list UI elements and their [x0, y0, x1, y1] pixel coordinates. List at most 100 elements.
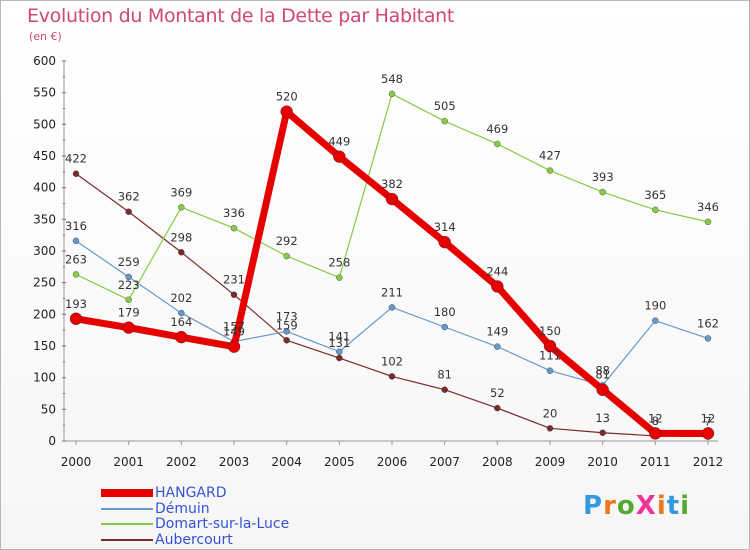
y-tick-label: 350	[33, 212, 56, 226]
data-label: 157	[223, 320, 245, 334]
y-tick-label: 600	[33, 54, 56, 68]
data-label: 369	[170, 185, 192, 199]
data-label: 179	[118, 306, 140, 320]
data-label: 316	[65, 219, 87, 233]
data-point	[178, 204, 185, 211]
data-label: 180	[434, 305, 456, 319]
logo-letter: o	[616, 491, 636, 521]
data-label: 202	[170, 291, 192, 305]
data-point	[543, 339, 557, 353]
data-label: 263	[65, 252, 87, 266]
data-label: 298	[170, 230, 192, 244]
legend-label: Aubercourt	[155, 531, 233, 548]
data-label: 88	[595, 363, 610, 377]
data-label: 449	[328, 135, 350, 149]
legend-label: HANGARD	[155, 485, 227, 501]
data-point	[494, 343, 501, 350]
data-point	[494, 140, 501, 148]
legend-swatch	[101, 538, 153, 541]
logo-letter: P	[583, 491, 604, 521]
data-point	[69, 312, 83, 325]
data-label: 8	[652, 414, 659, 428]
data-label: 259	[118, 255, 140, 269]
y-tick-label: 0	[48, 434, 56, 448]
data-label: 427	[539, 149, 561, 163]
x-tick-label: 2000	[61, 455, 92, 469]
data-label: 159	[276, 318, 298, 332]
y-tick-label: 50	[41, 402, 56, 416]
y-tick-label: 150	[33, 339, 56, 353]
data-label: 520	[276, 90, 298, 104]
logo-letter: i	[656, 491, 667, 521]
data-point	[704, 335, 712, 342]
data-label: 469	[486, 122, 508, 136]
data-point	[649, 427, 662, 440]
data-point	[652, 206, 659, 214]
y-tick-label: 500	[33, 117, 56, 131]
data-point	[546, 167, 554, 174]
legend-label: Domart-sur-la-Luce	[155, 516, 290, 532]
chart-title: Evolution du Montant de la Dette par Hab…	[27, 5, 455, 27]
y-tick-label: 450	[33, 149, 56, 163]
data-point	[227, 340, 241, 353]
data-label: 111	[539, 349, 561, 363]
data-label: 20	[543, 406, 558, 420]
data-point	[438, 235, 451, 249]
data-label: 223	[118, 278, 140, 292]
data-point	[178, 309, 185, 317]
data-point	[494, 404, 501, 412]
data-label: 12	[648, 411, 663, 425]
data-label: 292	[276, 234, 298, 248]
data-label: 149	[223, 325, 245, 339]
data-point	[599, 429, 606, 436]
data-point	[333, 150, 346, 163]
data-point	[283, 337, 290, 344]
x-tick-label: 2010	[587, 455, 618, 469]
x-tick-label: 2008	[482, 455, 513, 469]
x-tick-label: 2006	[377, 455, 408, 469]
legend-swatch	[101, 523, 153, 525]
data-point	[388, 304, 396, 311]
proxiti-logo: ProXiti	[583, 491, 690, 521]
data-point	[441, 117, 448, 125]
data-point	[336, 354, 343, 362]
x-tick-label: 2004	[271, 455, 302, 469]
data-point	[125, 273, 132, 281]
data-point	[701, 427, 715, 440]
data-point	[280, 105, 293, 118]
data-point	[388, 373, 396, 380]
y-tick-label: 300	[33, 244, 56, 258]
data-label: 548	[381, 72, 403, 86]
data-label: 336	[223, 206, 245, 220]
data-label: 164	[170, 315, 192, 329]
x-tick-label: 2002	[166, 455, 197, 469]
logo-letter: i	[680, 491, 691, 521]
legend-swatch	[101, 507, 153, 510]
data-label: 12	[701, 411, 716, 425]
data-label: 505	[434, 99, 456, 113]
logo-letter: r	[603, 491, 617, 521]
x-tick-label: 2001	[113, 455, 144, 469]
data-point	[491, 280, 504, 293]
data-point	[72, 170, 80, 177]
data-point	[596, 383, 609, 396]
y-tick-label: 550	[33, 86, 56, 100]
data-label: 231	[223, 273, 245, 287]
y-tick-label: 400	[33, 181, 56, 195]
data-label: 150	[539, 324, 561, 338]
data-point	[441, 386, 448, 393]
data-point	[388, 90, 396, 98]
data-label: 149	[486, 325, 508, 339]
data-point	[599, 188, 606, 196]
data-point	[178, 249, 185, 256]
data-point	[125, 208, 132, 215]
data-point	[230, 291, 238, 298]
data-label: 193	[65, 297, 87, 311]
data-label: 81	[595, 368, 610, 382]
data-point	[175, 330, 188, 344]
data-label: 314	[434, 220, 456, 234]
data-label: 393	[592, 170, 614, 184]
data-label: 362	[118, 190, 140, 204]
data-point	[125, 296, 132, 303]
